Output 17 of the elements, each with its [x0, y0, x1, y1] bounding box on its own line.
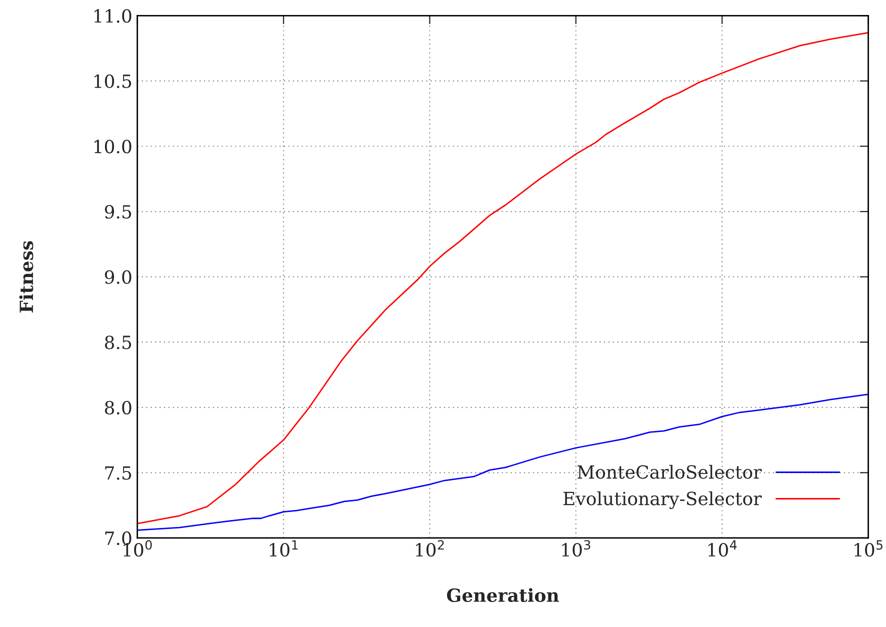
x-tick-label: 10$^{4}$ [708, 540, 737, 557]
x-tick-label: 10$^{2}$ [416, 540, 444, 557]
y-tick-label: 8.5 [104, 336, 132, 350]
legend-label: Evolutionary-Selector [563, 491, 762, 510]
y-tick-label: 7.5 [105, 466, 132, 480]
x-tick-label: 10$^{3}$ [562, 540, 590, 557]
legend-label: MonteCarloSelector [577, 464, 762, 479]
y-tick-label: 10.5 [94, 74, 132, 88]
y-tick-label: 9.5 [104, 204, 132, 219]
y-tick-label: 8.0 [104, 400, 132, 415]
y-axis-title: Fitness [19, 241, 34, 312]
y-tick-label: 10.0 [94, 140, 132, 154]
y-tick-label: 9.0 [104, 270, 132, 284]
x-tick-label: 10$^{1}$ [270, 540, 298, 557]
x-tick-label: 10$^{5}$ [854, 540, 882, 557]
y-tick-label: 11.0 [94, 9, 132, 23]
x-axis-title: Generation [447, 588, 559, 602]
